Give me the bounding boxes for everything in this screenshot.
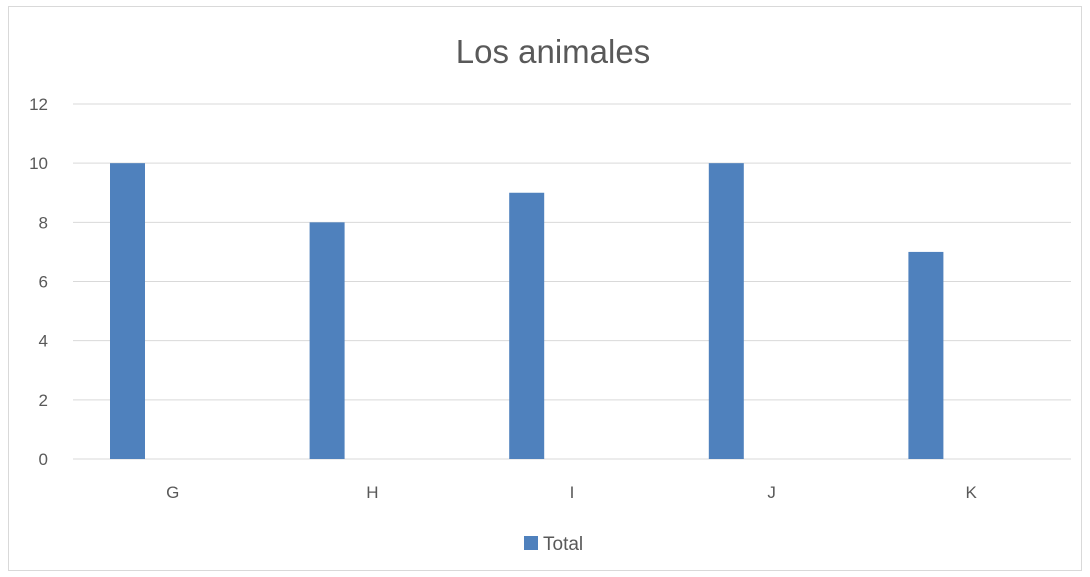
- bars: [110, 163, 944, 459]
- x-tick-label: G: [166, 483, 179, 502]
- x-tick-label: I: [570, 483, 575, 502]
- x-tick-label: J: [767, 483, 776, 502]
- chart-frame: [8, 6, 1082, 571]
- x-axis-ticks: G H I J K: [166, 483, 977, 502]
- x-tick-label: H: [366, 483, 378, 502]
- bar-H[interactable]: [309, 222, 345, 459]
- bar-I[interactable]: [509, 192, 545, 459]
- y-tick-label: 8: [39, 213, 48, 232]
- y-axis-ticks: 0 2 4 6 8 10 12: [29, 95, 48, 469]
- y-tick-label: 2: [39, 391, 48, 410]
- y-tick-label: 0: [39, 450, 48, 469]
- y-tick-label: 12: [29, 95, 48, 114]
- y-tick-label: 10: [29, 154, 48, 173]
- bar-J[interactable]: [708, 163, 744, 459]
- y-tick-label: 4: [39, 332, 48, 351]
- bar-K[interactable]: [908, 251, 944, 459]
- legend-label-total: Total: [543, 534, 583, 555]
- x-tick-label: K: [966, 483, 978, 502]
- legend: Total: [524, 534, 583, 555]
- chart-title: Los animales: [456, 33, 650, 70]
- y-tick-label: 6: [39, 273, 48, 292]
- legend-swatch-total: [524, 536, 538, 550]
- bar-G[interactable]: [110, 163, 145, 459]
- grid-lines: [73, 103, 1071, 460]
